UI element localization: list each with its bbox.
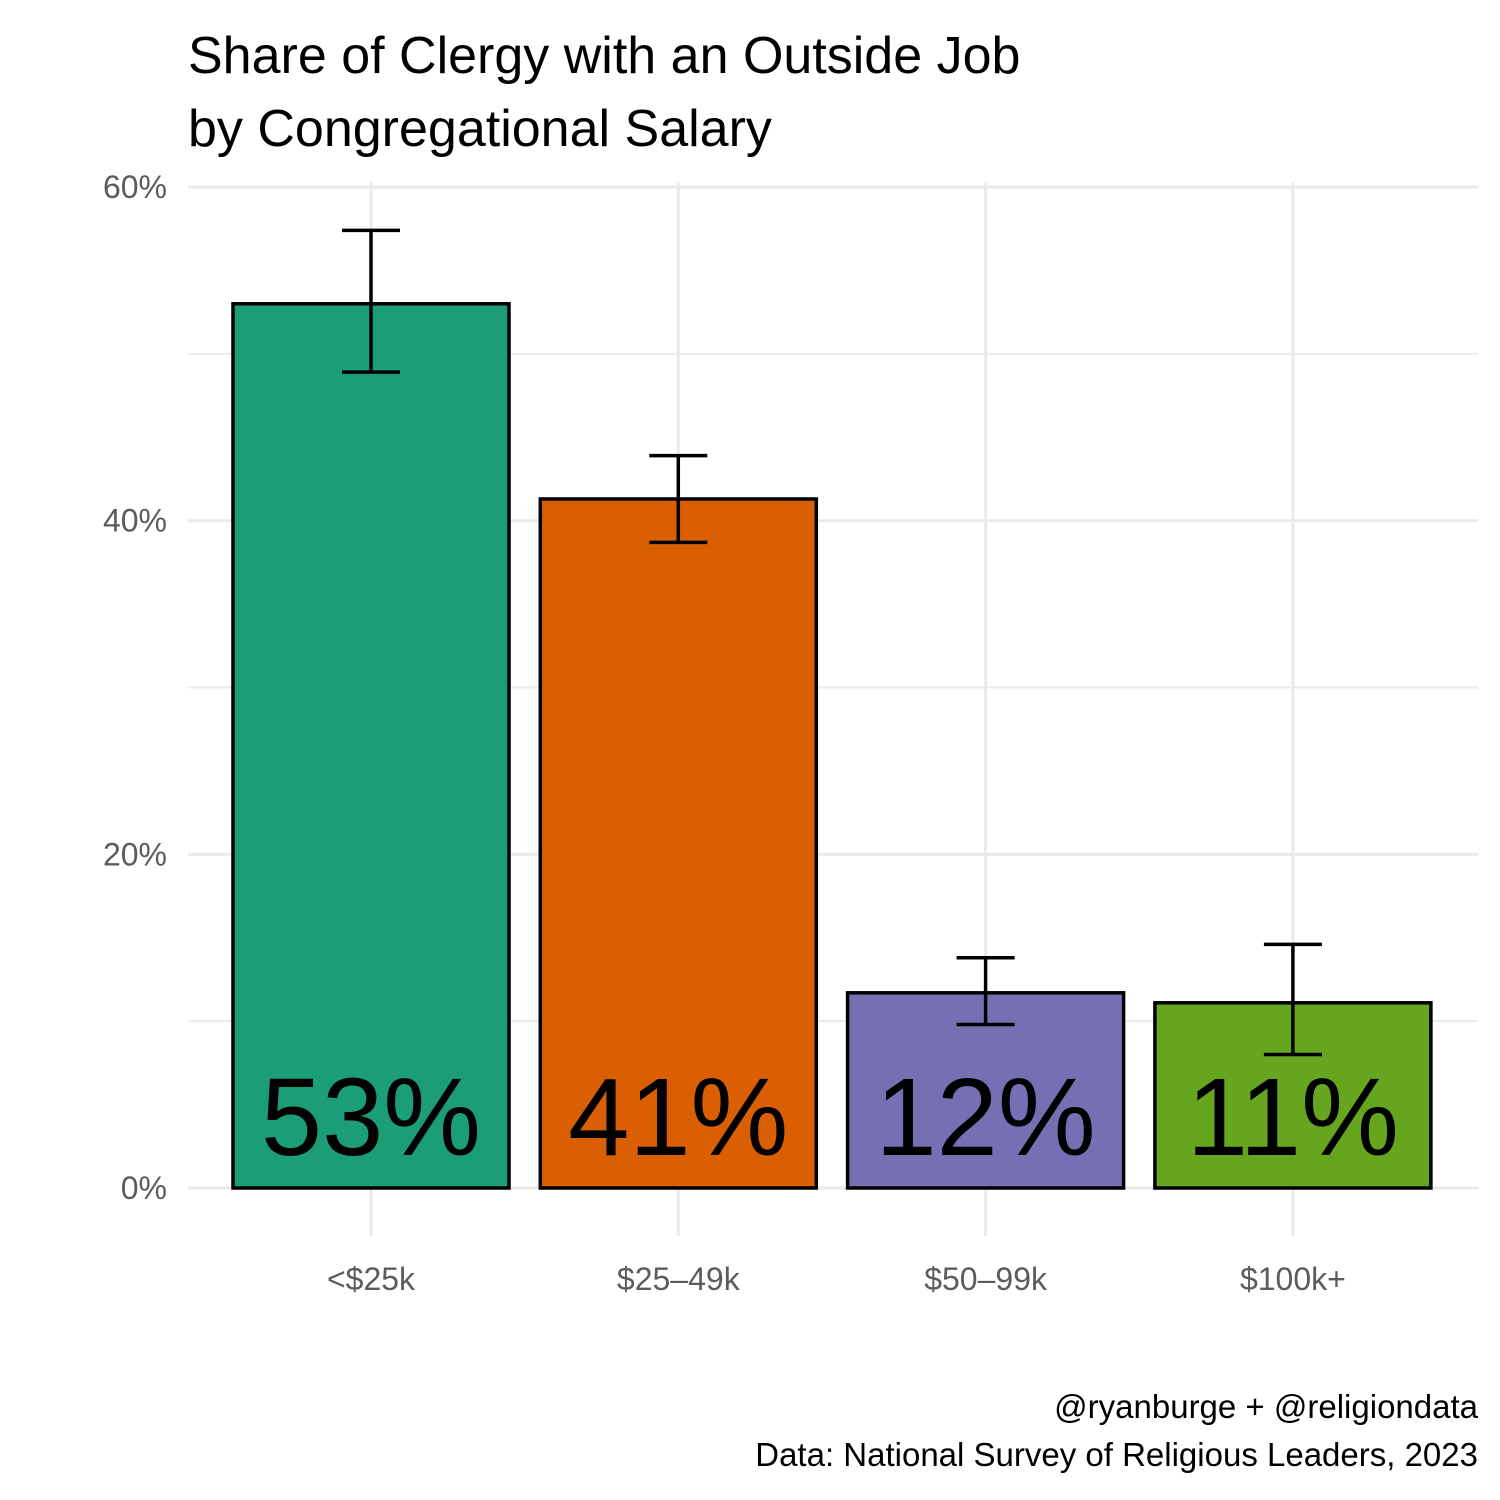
y-tick-label: 20% (103, 836, 167, 872)
y-tick-label: 0% (121, 1170, 167, 1206)
bar-1 (538, 497, 819, 1190)
y-tick-label: 60% (103, 169, 167, 205)
x-tick-label: $100k+ (1240, 1261, 1346, 1297)
bars (231, 302, 1433, 1190)
error-bar (342, 228, 400, 374)
chart-title-line-2: by Congregational Salary (188, 100, 772, 158)
bar-value-label: 41% (568, 1056, 788, 1179)
x-tick-label: $50–99k (924, 1261, 1048, 1297)
x-axis-tick-labels: <$25k $25–49k $50–99k $100k+ (327, 1261, 1346, 1297)
y-axis-tick-labels: 0% 20% 40% 60% (103, 169, 167, 1206)
bar-value-label: 12% (876, 1056, 1096, 1179)
error-bars (342, 228, 1322, 1057)
caption-credit: @ryanburge + @religiondata (1054, 1388, 1478, 1425)
bar-value-label: 11% (1187, 1056, 1399, 1179)
bar-value-labels: 53% 41% 12% 11% (261, 1056, 1399, 1179)
chart-title-line-1: Share of Clergy with an Outside Job (188, 27, 1020, 85)
x-tick-label: <$25k (327, 1261, 416, 1297)
caption-source: Data: National Survey of Religious Leade… (755, 1436, 1478, 1473)
error-bar (649, 453, 708, 545)
x-tick-label: $25–49k (617, 1261, 741, 1297)
bar-value-label: 53% (261, 1056, 481, 1179)
y-tick-label: 40% (103, 503, 167, 539)
error-bar (1263, 942, 1322, 1057)
bar-0 (231, 302, 511, 1190)
error-bar (956, 956, 1015, 1027)
